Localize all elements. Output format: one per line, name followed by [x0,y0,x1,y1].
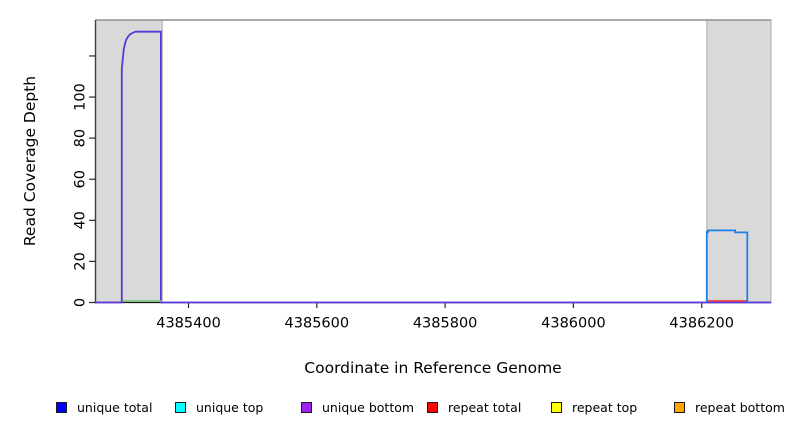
legend-label: unique bottom [322,399,415,415]
legend-label: repeat top [572,399,638,415]
y-tick-label: 0 [73,298,89,307]
y-tick-label: 20 [73,252,89,270]
x-axis-title: Coordinate in Reference Genome [304,359,562,377]
legend-label: unique top [196,399,264,415]
x-tick-label: 4385800 [413,316,478,332]
legend-swatch-icon [551,401,562,413]
legend-item-unique-top: unique top [175,398,263,416]
legend-label: repeat bottom [695,399,785,415]
legend-item-unique-total: unique total [56,398,152,416]
x-tick-label: 4386000 [541,316,606,332]
legend-item-repeat-top: repeat top [551,398,637,416]
legend: unique total unique top unique bottom repea… [0,398,792,418]
y-tick-label: 100 [73,83,89,111]
legend-item-repeat-total: repeat total [427,398,521,416]
y-tick-label: 80 [73,129,89,147]
legend-label: repeat total [448,399,522,415]
legend-label: unique total [77,399,153,415]
y-tick-label: 60 [73,170,89,188]
legend-item-repeat-bottom: repeat bottom [674,398,785,416]
legend-swatch-icon [301,401,312,413]
legend-swatch-icon [427,401,438,413]
x-tick-label: 4385400 [156,316,221,332]
x-tick-label: 4385600 [285,316,350,332]
x-tick-label: 4386200 [669,316,734,332]
masked-region [95,19,163,303]
series-unique-bottom-peak [95,30,771,304]
y-tick-label: 40 [73,211,89,229]
legend-swatch-icon [56,401,67,413]
legend-item-unique-bottom: unique bottom [301,398,414,416]
legend-swatch-icon [674,401,685,413]
masked-region [706,19,772,303]
legend-swatch-icon [175,401,186,413]
y-axis-title: Read Coverage Depth [21,75,39,247]
series-unique-total-peak [705,229,749,303]
